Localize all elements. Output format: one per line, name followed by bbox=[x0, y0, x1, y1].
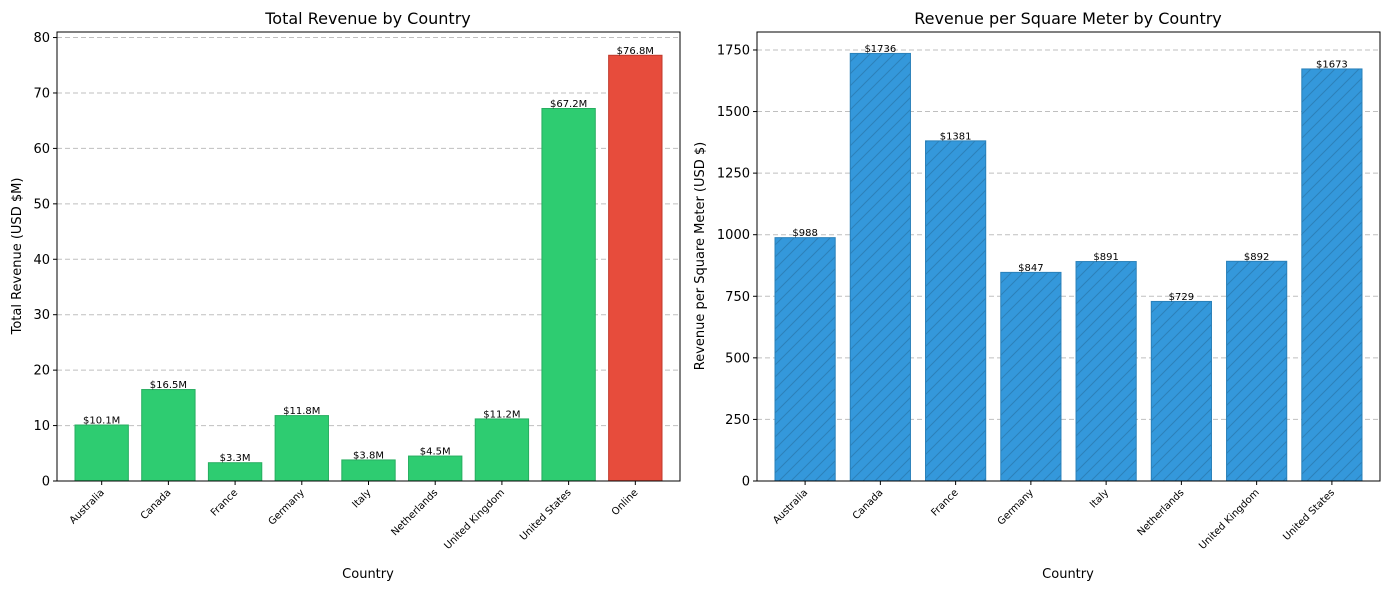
bar bbox=[341, 459, 396, 482]
plot-frame bbox=[56, 31, 681, 482]
y-tick-label: 10 bbox=[33, 419, 50, 434]
y-tick-label: 20 bbox=[33, 364, 50, 379]
revenue-chart-panel: Total Revenue by Country $10.1M $16.5M $3.… bbox=[10, 9, 681, 582]
bar-data-label: $10.1M bbox=[83, 416, 120, 427]
bar-data-label: $847 bbox=[1018, 263, 1043, 274]
y-tick-label: 1750 bbox=[717, 43, 750, 58]
x-tick-label: United States bbox=[518, 487, 574, 543]
x-tick-label: Canada bbox=[851, 487, 886, 522]
bar bbox=[608, 54, 663, 482]
x-tick-label: Netherlands bbox=[1136, 487, 1187, 538]
bar-data-label: $4.5M bbox=[420, 447, 451, 458]
x-tick-label: Germany bbox=[267, 487, 307, 527]
bar bbox=[408, 455, 463, 482]
y-tick-label: 80 bbox=[33, 31, 50, 46]
bar-data-label: $892 bbox=[1244, 252, 1269, 263]
y-tick-label: 40 bbox=[33, 253, 50, 268]
bar bbox=[925, 140, 987, 482]
bar-data-label: $729 bbox=[1169, 292, 1194, 303]
bar-data-label: $988 bbox=[792, 228, 817, 239]
bar-data-label: $16.5M bbox=[150, 380, 187, 391]
x-tick-label: Australia bbox=[771, 487, 810, 526]
plot-frame bbox=[756, 31, 1381, 482]
bar-data-label: $1673 bbox=[1316, 59, 1348, 70]
y-tick-label: 60 bbox=[33, 142, 50, 157]
y-tick-label: 1500 bbox=[717, 105, 750, 120]
y-tick-label: 250 bbox=[725, 413, 750, 428]
bar-data-label: $76.8M bbox=[617, 46, 654, 57]
bar-labels: $988 $1736 $1381 $847 $891 $729 $892 $1673 bbox=[792, 44, 1347, 303]
bar bbox=[849, 52, 911, 482]
y-axis-label: Revenue per Square Meter (USD $) bbox=[693, 142, 708, 370]
x-tick-label: Netherlands bbox=[389, 487, 440, 538]
bar bbox=[74, 424, 129, 482]
x-tick-label: France bbox=[209, 487, 240, 518]
x-tick-label: United Kingdom bbox=[1197, 487, 1262, 552]
bars bbox=[74, 54, 663, 482]
chart-title: Total Revenue by Country bbox=[264, 9, 471, 28]
bar bbox=[1150, 300, 1212, 482]
x-tick-label: Online bbox=[610, 487, 641, 518]
y-tick-label: 1000 bbox=[717, 228, 750, 243]
bar bbox=[1000, 271, 1062, 482]
x-tick-label: United Kingdom bbox=[442, 487, 507, 552]
revenue-per-sqm-chart-panel: Revenue per Square Meter by Country $988… bbox=[693, 9, 1381, 582]
bar bbox=[141, 389, 196, 482]
y-tick-label: 50 bbox=[33, 197, 50, 212]
y-tick-label: 30 bbox=[33, 308, 50, 323]
bar-data-label: $3.8M bbox=[353, 450, 384, 461]
bar bbox=[1301, 68, 1363, 482]
x-tick-label: United States bbox=[1281, 487, 1337, 543]
bars bbox=[774, 52, 1363, 482]
y-tick-label: 500 bbox=[725, 351, 750, 366]
bar bbox=[1226, 260, 1288, 482]
bar bbox=[1075, 261, 1137, 482]
bar-data-label: $67.2M bbox=[550, 99, 587, 110]
x-axis-label: Country bbox=[1042, 567, 1094, 582]
bar-data-label: $1381 bbox=[940, 131, 972, 142]
y-axis: 0 10 20 30 40 50 60 70 80 bbox=[33, 31, 57, 490]
bar-data-label: $891 bbox=[1093, 252, 1118, 263]
x-tick-label: Italy bbox=[350, 487, 373, 510]
x-tick-label: France bbox=[929, 487, 960, 518]
y-tick-label: 0 bbox=[42, 475, 50, 490]
bar-labels: $10.1M $16.5M $3.3M $11.8M $3.8M $4.5M $11.2M $… bbox=[83, 46, 654, 464]
x-axis: Australia Canada France Germany Italy Netherl… bbox=[68, 481, 641, 552]
bar-data-label: $3.3M bbox=[220, 453, 251, 464]
bar-data-label: $1736 bbox=[864, 44, 896, 55]
x-axis: Australia Canada France Germany Italy Netherl… bbox=[771, 481, 1337, 552]
x-tick-label: Italy bbox=[1088, 487, 1111, 510]
bar bbox=[274, 415, 329, 482]
bar bbox=[541, 107, 596, 482]
x-tick-label: Germany bbox=[996, 487, 1036, 527]
x-tick-label: Australia bbox=[68, 487, 107, 526]
bar-data-label: $11.8M bbox=[283, 406, 320, 417]
x-tick-label: Canada bbox=[139, 487, 174, 522]
y-tick-label: 0 bbox=[742, 475, 750, 490]
x-axis-label: Country bbox=[342, 567, 394, 582]
bar bbox=[474, 418, 530, 482]
bar-data-label: $11.2M bbox=[483, 409, 520, 420]
y-tick-label: 1250 bbox=[717, 167, 750, 182]
bar bbox=[207, 462, 263, 482]
y-axis: 0 250 500 750 1000 1250 1500 1750 bbox=[717, 43, 757, 490]
y-tick-label: 750 bbox=[725, 290, 750, 305]
y-tick-label: 70 bbox=[33, 86, 50, 101]
chart-title: Revenue per Square Meter by Country bbox=[914, 9, 1222, 28]
bar bbox=[774, 237, 836, 482]
y-axis-label: Total Revenue (USD $M) bbox=[10, 178, 25, 336]
